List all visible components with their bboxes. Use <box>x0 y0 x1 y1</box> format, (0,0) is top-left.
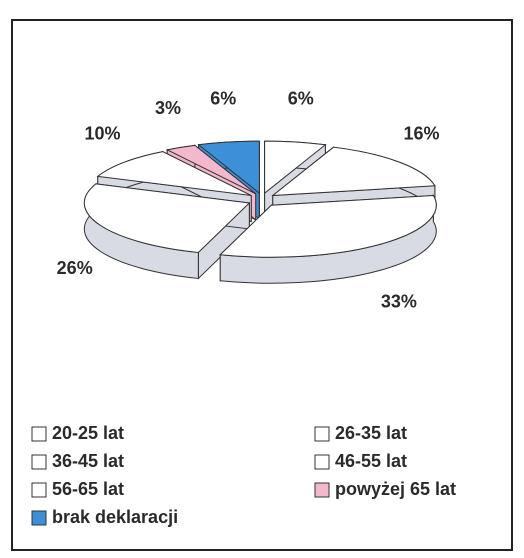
legend-label: brak deklaracji <box>52 507 178 527</box>
data-label: 6% <box>288 89 314 109</box>
pie-slice <box>219 193 437 284</box>
slice-top <box>165 144 256 195</box>
slice-top <box>197 140 260 195</box>
chart-frame <box>11 19 513 551</box>
data-label: 33% <box>381 291 417 311</box>
legend-swatch <box>314 482 330 498</box>
legend-label: 56-65 lat <box>52 479 124 499</box>
legend-label: 20-25 lat <box>52 423 124 443</box>
data-label: 10% <box>84 124 120 144</box>
legend-swatch <box>314 454 330 470</box>
data-label: 16% <box>403 124 439 144</box>
data-label: 6% <box>210 89 236 109</box>
legend-swatch <box>31 482 47 498</box>
pie-slice <box>83 182 251 280</box>
legend-swatch <box>31 426 47 442</box>
slice-top <box>83 183 251 253</box>
legend-label: 46-55 lat <box>335 451 407 471</box>
slice-top <box>271 146 436 197</box>
slice-top <box>219 194 437 258</box>
data-label: 3% <box>155 98 181 118</box>
legend-swatch <box>314 426 330 442</box>
legend-swatch <box>31 454 47 470</box>
legend-swatch <box>31 510 47 526</box>
data-label: 26% <box>57 258 93 278</box>
slice-top <box>96 151 252 197</box>
legend-label: 36-45 lat <box>52 451 124 471</box>
legend-label: 26-35 lat <box>335 423 407 443</box>
slice-top <box>264 140 327 195</box>
legend-label: powyżej 65 lat <box>335 479 456 499</box>
